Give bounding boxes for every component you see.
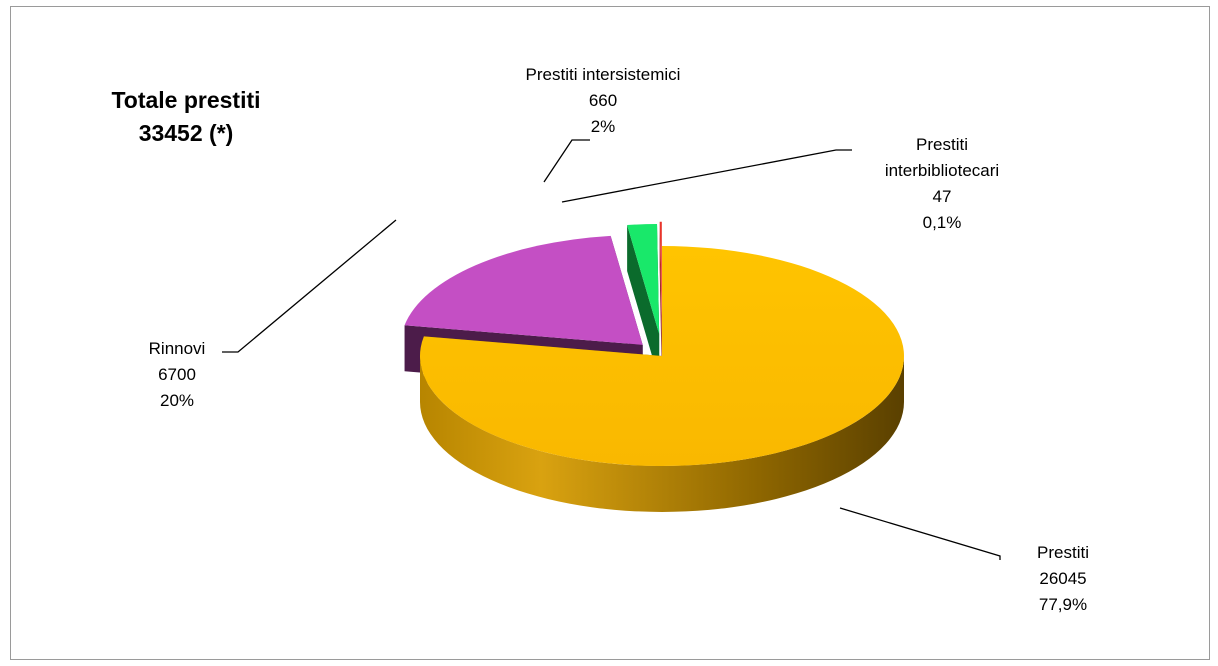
slice-prestiti xyxy=(419,246,904,466)
leader-line-0 xyxy=(839,507,1001,560)
total-title-line-1: Totale prestiti xyxy=(111,87,261,113)
label-rinnovi: Rinnovi 6700 20% xyxy=(122,336,232,414)
label-interbibliotecari-value: 47 xyxy=(932,187,952,206)
label-rinnovi-value: 6700 xyxy=(158,365,196,384)
total-title-line-2: 33452 (*) xyxy=(138,120,234,146)
slice-cut-2-0 xyxy=(627,225,660,381)
slice-prestiti-intersistemici xyxy=(627,224,660,335)
label-prestiti-name: Prestiti xyxy=(1037,543,1089,562)
label-prestiti-value: 26045 xyxy=(1039,569,1087,588)
slice-prestiti-interbibliotecari xyxy=(659,221,662,332)
slice-rinnovi xyxy=(404,235,643,345)
label-interbibliotecari-name-1: Prestiti xyxy=(916,135,968,154)
label-rinnovi-percent: 20% xyxy=(159,391,195,410)
slice-side-0-0 xyxy=(420,356,904,512)
label-interbibliotecari: Prestiti interbibliotecari 47 0,1% xyxy=(842,132,1042,236)
label-rinnovi-name: Rinnovi xyxy=(148,339,206,358)
label-intersistemici-name: Prestiti intersistemici xyxy=(525,65,681,84)
slice-cut-3-0 xyxy=(659,221,662,378)
leader-line-3 xyxy=(561,149,852,203)
label-intersistemici: Prestiti intersistemici 660 2% xyxy=(478,62,728,140)
label-interbibliotecari-percent: 0,1% xyxy=(922,213,962,232)
chart-total-title: Totale prestiti 33452 (*) xyxy=(66,84,306,150)
leader-line-1 xyxy=(222,219,397,353)
label-intersistemici-value: 660 xyxy=(588,91,618,110)
label-prestiti: Prestiti 26045 77,9% xyxy=(1008,540,1118,618)
label-prestiti-percent: 77,9% xyxy=(1038,595,1088,614)
label-intersistemici-percent: 2% xyxy=(590,117,616,136)
leader-line-2 xyxy=(543,139,590,183)
label-interbibliotecari-name-2: interbibliotecari xyxy=(884,161,1000,180)
